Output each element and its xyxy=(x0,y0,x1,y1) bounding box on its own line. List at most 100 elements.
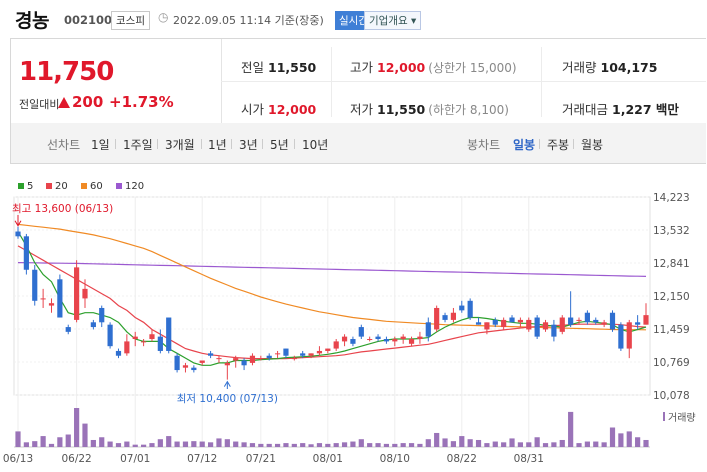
volume-bar xyxy=(400,443,406,447)
candle xyxy=(74,260,80,323)
candle-body xyxy=(115,350,122,356)
divider xyxy=(262,139,263,149)
candle-body xyxy=(618,324,624,349)
volume-bar xyxy=(584,441,590,447)
x-tick-label: 07/21 xyxy=(246,453,276,465)
candle-body xyxy=(149,334,155,340)
candle xyxy=(325,348,331,354)
volume-bar xyxy=(308,444,314,447)
volume-bar xyxy=(23,442,29,447)
volume-bar xyxy=(551,442,557,447)
tab-line-3m[interactable]: 3개월 xyxy=(165,138,195,152)
volume-bar xyxy=(484,443,490,447)
candle xyxy=(551,319,557,342)
tab-line-1y[interactable]: 1년 xyxy=(208,138,227,152)
chart-axes: 14,223 13,532 12,841 12,150 11,459 10,769 10,0… xyxy=(3,192,696,465)
tab-candle-monthly[interactable]: 월봉 xyxy=(581,138,604,152)
candle xyxy=(48,298,55,313)
volume-bar xyxy=(325,443,331,447)
candle-body xyxy=(635,322,641,325)
divider xyxy=(573,139,574,149)
ma120-line xyxy=(17,262,647,277)
open-price: 시가 12,000 xyxy=(241,99,316,118)
up-triangle-icon xyxy=(58,97,70,108)
prev-close-value: 11,550 xyxy=(268,60,317,75)
volume-bar xyxy=(559,439,565,447)
x-tick-label: 08/22 xyxy=(447,453,477,465)
tab-candle-daily[interactable]: 일봉 xyxy=(513,138,536,152)
company-info-dropdown[interactable]: 기업개요 ▾ xyxy=(364,11,422,30)
volume-bar xyxy=(358,439,364,447)
low-arrowhead xyxy=(223,380,231,387)
tab-line-1d[interactable]: 1일 xyxy=(91,138,110,152)
candle xyxy=(517,317,523,328)
candle xyxy=(191,365,197,373)
y-tick-label: 10,078 xyxy=(653,390,690,402)
tab-line-1w[interactable]: 1주일 xyxy=(123,138,153,152)
y-tick-label: 13,532 xyxy=(653,225,690,237)
volume-bar xyxy=(601,442,607,447)
volume-bar xyxy=(434,432,440,447)
candle xyxy=(107,322,113,349)
divider xyxy=(201,139,202,149)
x-tick-label: 08/01 xyxy=(313,453,343,465)
volume-bar xyxy=(417,443,423,447)
realtime-badge[interactable]: 실시간 xyxy=(335,11,372,30)
candle-body xyxy=(291,358,297,360)
candle xyxy=(166,317,172,354)
candle xyxy=(559,315,565,335)
volume-bar xyxy=(40,436,46,447)
tab-candle-weekly[interactable]: 주봉 xyxy=(547,138,570,152)
candle-body xyxy=(174,355,180,371)
candle-body xyxy=(542,322,549,330)
low-value: 11,550 xyxy=(377,102,426,117)
candle-body xyxy=(626,322,632,349)
candle xyxy=(32,264,38,306)
candle-body xyxy=(408,339,415,344)
volume-bar xyxy=(157,439,163,447)
candle xyxy=(584,310,590,325)
chevron-down-icon: ▾ xyxy=(410,15,417,27)
volume: 거래량 104,175 xyxy=(562,57,657,76)
x-tick-label: 08/31 xyxy=(514,453,544,465)
y-tick-label: 11,459 xyxy=(653,324,690,336)
candle-body xyxy=(233,358,239,361)
volume-bar xyxy=(149,443,155,447)
volume-bar xyxy=(576,443,582,447)
tab-line-3y[interactable]: 3년 xyxy=(239,138,258,152)
candle-body xyxy=(534,317,540,337)
candle xyxy=(23,233,29,275)
candle-body xyxy=(584,312,590,323)
tab-line-10y[interactable]: 10년 xyxy=(302,138,329,152)
volume-bar xyxy=(90,439,96,447)
legend-label: 5 xyxy=(27,181,33,192)
candle-body xyxy=(15,231,21,237)
candle-body xyxy=(191,367,197,371)
candle xyxy=(216,355,222,363)
candle xyxy=(601,319,607,328)
volume-bar xyxy=(274,443,281,447)
volume-bar xyxy=(15,431,21,447)
volume-bar xyxy=(341,442,348,447)
candle-body xyxy=(82,288,88,299)
candle xyxy=(375,334,381,342)
candle xyxy=(467,298,473,320)
candle xyxy=(141,339,147,347)
candle-body xyxy=(593,319,599,323)
candle xyxy=(341,334,348,347)
volume-bar xyxy=(534,437,540,447)
volume-bar xyxy=(141,444,147,447)
volume-bar xyxy=(166,436,172,447)
candle xyxy=(40,288,46,308)
candle-body xyxy=(434,307,440,330)
candle xyxy=(157,329,163,354)
tab-line-5y[interactable]: 5년 xyxy=(270,138,289,152)
volume-bar xyxy=(99,437,105,447)
candle-body xyxy=(99,307,105,323)
candle-body xyxy=(107,324,113,347)
candle-body xyxy=(48,303,55,306)
amount-label: 거래대금 xyxy=(562,102,609,117)
low-price: 저가 11,550 (하한가 8,100) xyxy=(350,99,509,118)
volume-bar xyxy=(450,441,457,447)
legend-label: 20 xyxy=(55,181,68,192)
